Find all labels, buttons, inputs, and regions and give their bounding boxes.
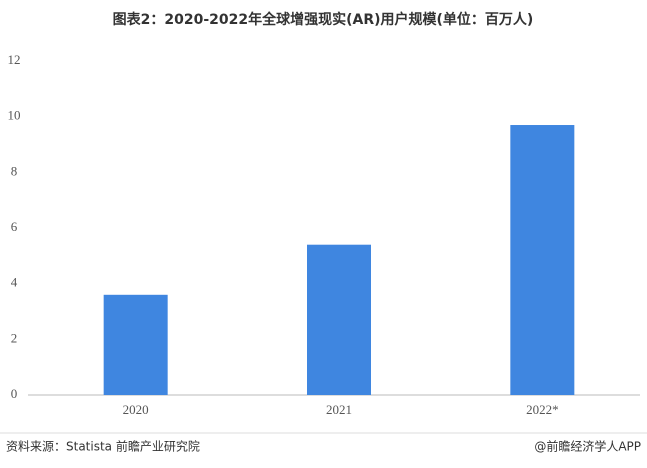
x-tick-label: 2020: [123, 402, 149, 417]
bar: [103, 294, 168, 395]
bar: [307, 244, 371, 395]
source: 资料来源：Statista 前瞻产业研究院: [6, 439, 200, 454]
x-tick-label: 2022*: [526, 402, 559, 417]
y-tick-label: 10: [8, 108, 21, 123]
y-tick-label: 12: [8, 52, 21, 67]
y-tick-label: 2: [11, 330, 18, 345]
y-tick-label: 6: [11, 219, 18, 234]
y-tick-label: 0: [11, 386, 18, 401]
x-tick-label: 2021: [326, 402, 352, 417]
bar: [510, 125, 575, 396]
y-tick-label: 8: [11, 163, 18, 178]
credit: @前瞻经济学人APP: [534, 439, 641, 454]
y-tick-label: 4: [11, 275, 18, 290]
chart-title: 图表2：2020-2022年全球增强现实(AR)用户规模(单位：百万人): [113, 11, 534, 28]
